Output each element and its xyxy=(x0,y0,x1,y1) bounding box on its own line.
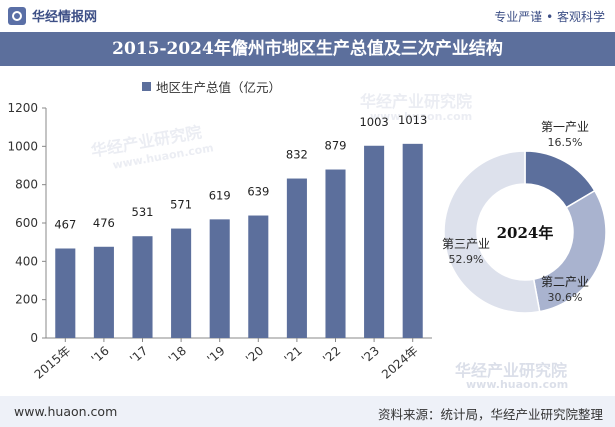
bar xyxy=(325,169,346,338)
y-tick-label: 1000 xyxy=(7,139,38,153)
slice-percent-label: 16.5% xyxy=(548,136,583,149)
bar xyxy=(171,228,192,338)
bar-value-label: 1013 xyxy=(398,113,427,127)
donut-center-label: 2024年 xyxy=(497,224,554,242)
bar-value-label: 531 xyxy=(132,205,154,219)
y-tick-label: 0 xyxy=(30,331,38,345)
watermark-text: 华经产业研究院 xyxy=(360,92,473,111)
y-tick-label: 200 xyxy=(15,293,38,307)
bar xyxy=(248,215,269,338)
bar-value-label: 1003 xyxy=(359,115,388,129)
logo-icon xyxy=(8,6,26,25)
bar-value-label: 571 xyxy=(170,198,192,212)
watermark-url: www.huaon.com xyxy=(466,378,569,391)
y-tick-label: 400 xyxy=(15,254,38,268)
footer-source: 资料来源：统计局，华经产业研究院整理 xyxy=(377,407,603,422)
bar xyxy=(55,248,76,338)
bar-value-label: 467 xyxy=(54,217,76,231)
legend: 地区生产总值（亿元） xyxy=(142,77,281,96)
bar xyxy=(364,145,385,338)
x-tick-label: '23 xyxy=(359,344,382,367)
bar-value-label: 619 xyxy=(209,188,231,202)
bar-value-label: 476 xyxy=(93,216,115,230)
chart-title: 2015-2024年儋州市地区生产总值及三次产业结构 xyxy=(112,39,503,59)
slice-percent-label: 52.9% xyxy=(449,253,484,266)
x-tick-label: '18 xyxy=(166,344,189,367)
x-tick-label: '20 xyxy=(243,344,266,367)
top-bar: 华经情报网 专业严谨 • 客观科学 xyxy=(0,0,615,30)
x-tick-label: 2015年 xyxy=(32,344,74,382)
watermark-text: 华经产业研究院 xyxy=(455,361,568,380)
x-tick-label: '16 xyxy=(89,344,112,367)
slice-name-label: 第二产业 xyxy=(541,275,589,289)
brand: 华经情报网 xyxy=(8,6,97,25)
bar-value-label: 832 xyxy=(286,148,308,162)
watermark-url: www.huaon.com xyxy=(370,110,473,123)
y-tick-label: 1200 xyxy=(7,101,38,115)
slice-name-label: 第一产业 xyxy=(541,120,589,134)
legend-swatch xyxy=(142,82,151,91)
footer-url: www.huaon.com xyxy=(14,404,118,419)
x-tick-label: '19 xyxy=(204,344,227,367)
donut-chart: 2024年 第一产业 16.5% 第二产业 30.6% 第三产业 52.9% xyxy=(442,120,607,314)
bar xyxy=(93,246,114,338)
donut-slice xyxy=(532,189,607,313)
slogan: 专业严谨 • 客观科学 xyxy=(494,10,605,24)
bar-chart: 0 200 400 600 800 1000 1200 467 2015年 476 '16 531 '1… xyxy=(7,101,432,382)
slice-name-label: 第三产业 xyxy=(442,237,490,251)
y-tick-label: 600 xyxy=(15,216,38,230)
footer: www.huaon.com 资料来源：统计局，华经产业研究院整理 xyxy=(0,396,615,427)
bar xyxy=(132,236,153,338)
x-tick-label: 2024年 xyxy=(379,344,421,382)
x-tick-label: '21 xyxy=(282,344,305,367)
donut-slice xyxy=(443,150,541,314)
slice-percent-label: 30.6% xyxy=(548,291,583,304)
bar xyxy=(209,219,230,338)
bar xyxy=(286,178,307,338)
brand-name: 华经情报网 xyxy=(32,10,98,25)
x-tick-label: '22 xyxy=(320,344,343,367)
title-band: 2015-2024年儋州市地区生产总值及三次产业结构 xyxy=(0,32,615,66)
legend-label: 地区生产总值（亿元） xyxy=(156,80,282,95)
y-tick-label: 800 xyxy=(15,178,38,192)
bar-value-label: 639 xyxy=(247,185,269,199)
x-tick-label: '17 xyxy=(127,344,150,367)
bar-value-label: 879 xyxy=(325,139,347,153)
bar xyxy=(402,143,423,338)
